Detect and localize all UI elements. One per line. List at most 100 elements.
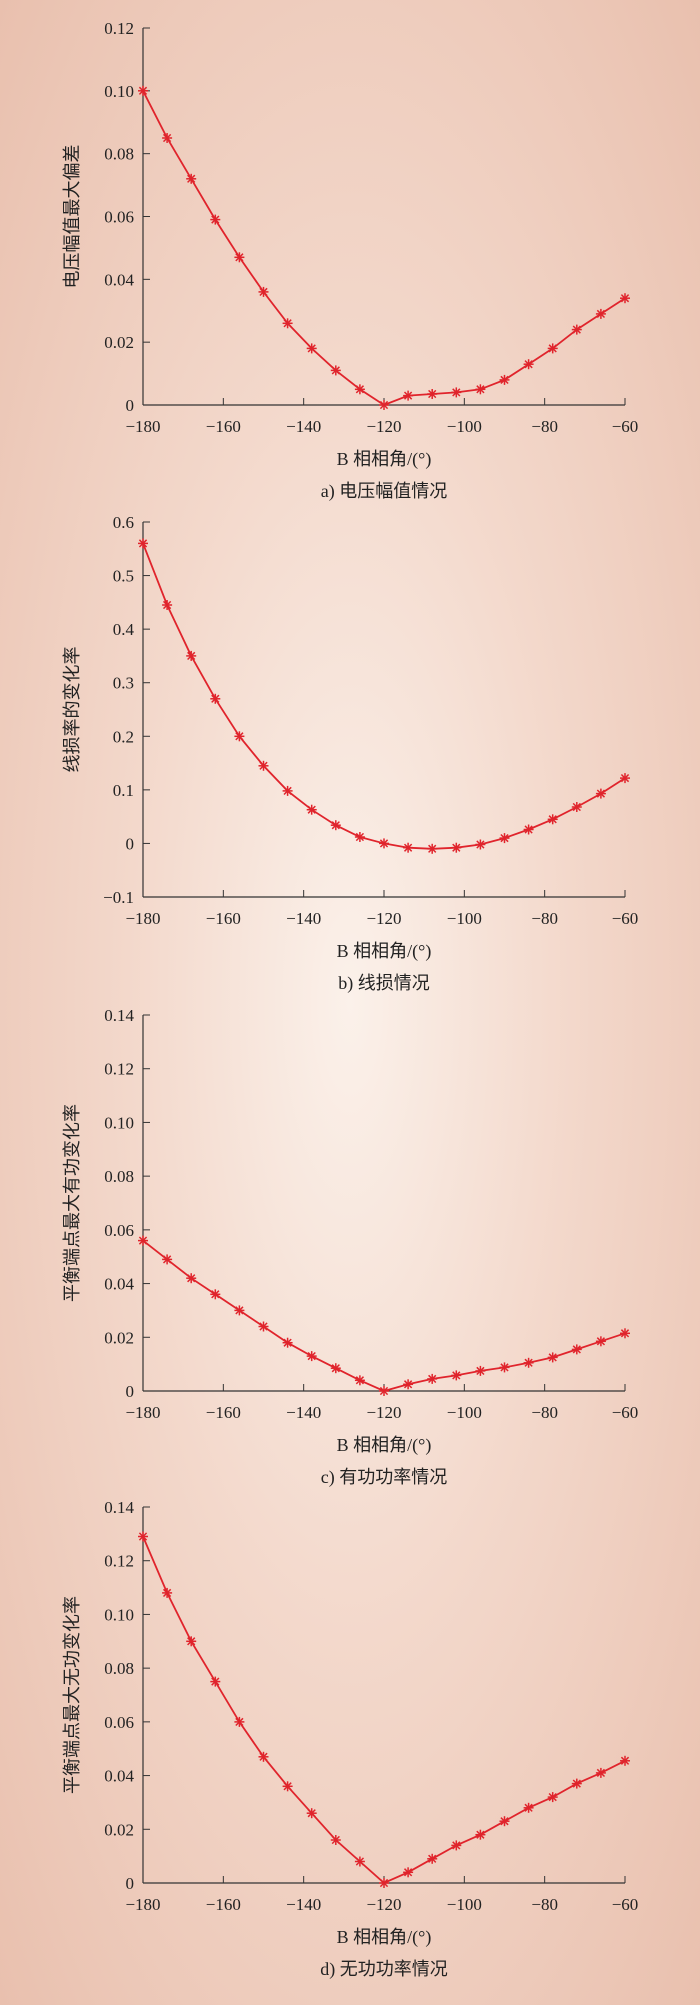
data-point — [330, 365, 341, 376]
data-point — [451, 1840, 462, 1851]
data-point — [282, 1337, 293, 1348]
data-point — [210, 1289, 221, 1300]
data-point — [475, 839, 486, 850]
data-point — [258, 760, 269, 771]
y-tick-label: 0.08 — [104, 1167, 134, 1186]
y-tick-label: 0.6 — [113, 513, 134, 532]
data-point — [354, 1856, 365, 1867]
y-tick-label: 0.04 — [104, 270, 134, 289]
y-tick-label: 0.02 — [104, 1820, 134, 1839]
y-tick-label: 0.5 — [113, 567, 134, 586]
x-tick-label: −120 — [366, 417, 401, 436]
x-axis-label: B 相相角/(°) — [337, 1927, 432, 1948]
x-tick-label: −120 — [366, 1895, 401, 1914]
data-point — [571, 324, 582, 335]
chart-caption: b) 线损情况 — [338, 973, 430, 994]
y-tick-label: 0.06 — [104, 1713, 134, 1732]
x-tick-label: −100 — [447, 909, 482, 928]
data-point — [234, 1305, 245, 1316]
y-tick-label: 0.08 — [104, 145, 134, 164]
data-point — [523, 824, 534, 835]
data-point — [595, 1336, 606, 1347]
x-tick-label: −80 — [531, 1895, 558, 1914]
x-tick-label: −180 — [125, 417, 160, 436]
y-tick-label: 0 — [126, 834, 135, 853]
data-point — [306, 343, 317, 354]
data-point — [451, 842, 462, 853]
data-point — [186, 1636, 197, 1647]
data-point — [499, 1816, 510, 1827]
series-line — [142, 1536, 626, 1885]
data-point — [162, 1254, 173, 1265]
data-point — [306, 1808, 317, 1819]
series-line — [142, 1239, 626, 1392]
data-point — [162, 133, 173, 143]
y-tick-label: 0.04 — [104, 1275, 134, 1294]
x-tick-label: −160 — [206, 909, 241, 928]
series-line — [142, 90, 626, 407]
y-tick-label: 0.06 — [104, 208, 134, 227]
data-point — [620, 293, 630, 304]
x-axis-label: B 相相角/(°) — [337, 1435, 432, 1456]
data-point — [595, 788, 606, 799]
y-tick-label: 0.1 — [113, 781, 134, 800]
x-tick-label: −80 — [531, 1403, 558, 1422]
data-point — [403, 390, 414, 401]
y-tick-label: 0.04 — [104, 1767, 134, 1786]
x-tick-label: −60 — [612, 1895, 639, 1914]
y-tick-label: 0.06 — [104, 1221, 134, 1240]
data-point — [571, 1778, 582, 1789]
data-point — [162, 1587, 173, 1598]
x-tick-label: −80 — [531, 417, 558, 436]
data-point — [547, 814, 558, 825]
data-point — [234, 1716, 245, 1727]
y-axis-label: 电压幅值最大偏差 — [62, 145, 82, 289]
data-point — [620, 1755, 630, 1766]
y-tick-label: 0.12 — [104, 1552, 134, 1571]
data-point — [403, 1867, 414, 1878]
x-tick-label: −140 — [286, 1403, 321, 1422]
x-tick-label: −160 — [206, 417, 241, 436]
y-tick-label: 0.4 — [113, 620, 135, 639]
x-axis-label: B 相相角/(°) — [337, 941, 432, 962]
data-point — [379, 1386, 389, 1396]
data-point — [138, 85, 148, 96]
chart-1: 0 0.02 0.04 0.06 0.08 0.10 0.12 −180 −160 −140 −12… — [62, 19, 638, 502]
data-point — [306, 1351, 317, 1362]
chart-caption: c) 有功功率情况 — [321, 1467, 447, 1488]
data-point — [427, 1853, 438, 1864]
data-point — [427, 1373, 438, 1384]
data-point — [330, 1363, 341, 1374]
data-point — [547, 1792, 558, 1803]
data-point — [379, 400, 389, 410]
x-tick-label: −60 — [612, 1403, 639, 1422]
data-point — [186, 650, 197, 661]
x-tick-label: −120 — [366, 909, 401, 928]
data-point — [306, 804, 317, 815]
y-tick-label: 0.12 — [104, 19, 134, 38]
data-point — [547, 1352, 558, 1363]
data-point — [354, 832, 365, 842]
data-point — [523, 1802, 534, 1813]
y-tick-label: 0.02 — [104, 333, 134, 352]
data-point — [403, 842, 414, 853]
data-point — [330, 820, 341, 831]
y-axis-label: 平衡端点最大有功变化率 — [62, 1104, 82, 1302]
y-tick-label: 0.02 — [104, 1328, 134, 1347]
data-point — [571, 802, 582, 812]
data-point — [499, 374, 510, 385]
data-point — [451, 387, 462, 398]
data-point — [475, 1829, 486, 1840]
y-tick-label: 0 — [126, 396, 135, 415]
x-tick-label: −100 — [447, 1895, 482, 1914]
data-point — [282, 318, 293, 329]
x-tick-label: −180 — [125, 1403, 160, 1422]
data-point — [210, 214, 221, 225]
data-point — [475, 384, 486, 395]
data-point — [138, 1531, 148, 1542]
chart-3: 0 0.02 0.04 0.06 0.08 0.10 0.12 0.14 −180 −160 −14… — [62, 1006, 638, 1488]
data-point — [379, 1878, 389, 1888]
data-point — [258, 1321, 269, 1332]
data-point — [595, 1767, 606, 1778]
